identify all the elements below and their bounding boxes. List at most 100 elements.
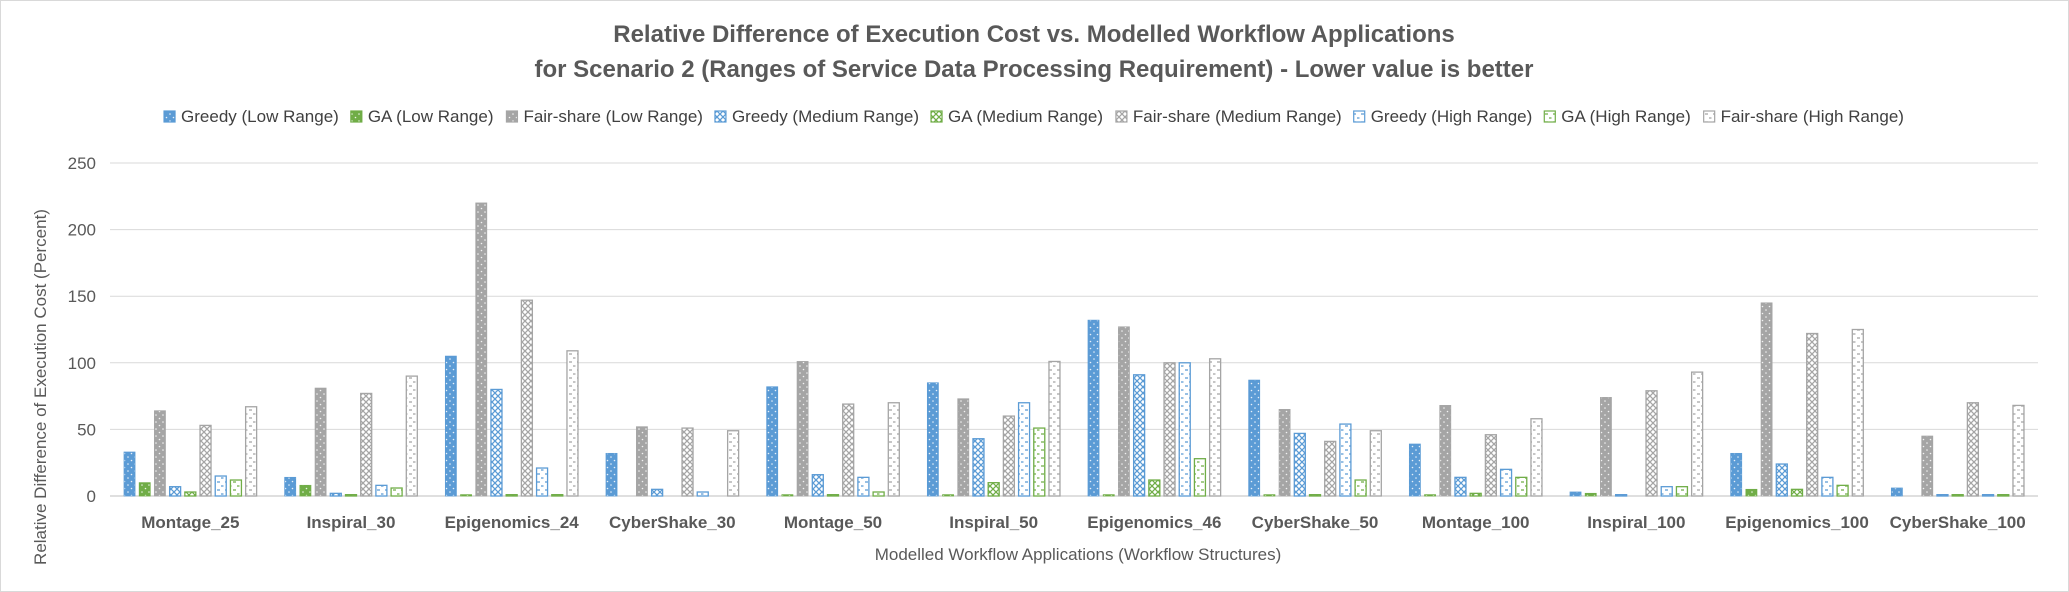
bar — [1102, 494, 1115, 497]
x-tick-label: CyberShake_50 — [1252, 513, 1379, 532]
bar — [329, 492, 342, 497]
bar — [696, 491, 709, 497]
bar — [1469, 492, 1482, 497]
bar — [1790, 488, 1804, 497]
bar — [605, 452, 618, 497]
bar — [1936, 494, 1949, 497]
gridlines — [110, 162, 2038, 497]
bar — [887, 402, 900, 497]
bar — [1369, 430, 1382, 497]
legend-label: Greedy (Low Range) — [181, 107, 339, 126]
y-tick-label: 0 — [87, 487, 96, 506]
y-axis-ticks: 0 50 100 150 200 250 — [68, 154, 96, 506]
bar — [1730, 452, 1743, 497]
y-tick-label: 100 — [68, 354, 96, 373]
bar — [1408, 443, 1421, 497]
legend-label: GA (Medium Range) — [948, 107, 1103, 126]
bar — [1248, 379, 1261, 497]
legend-swatch — [505, 110, 519, 123]
bar — [681, 427, 694, 497]
bar — [796, 361, 809, 497]
bar — [444, 355, 457, 497]
bar — [1324, 440, 1337, 497]
legend-item: GA (Low Range) — [350, 107, 494, 126]
bar — [1836, 484, 1849, 497]
bar — [926, 382, 939, 497]
legend-item: Fair-share (Low Range) — [505, 107, 703, 126]
bar — [1515, 476, 1528, 497]
bar — [1208, 358, 1222, 497]
bar — [1921, 435, 1934, 497]
bar — [360, 392, 373, 497]
bar — [1775, 463, 1788, 497]
legend-item: Fair-share (High Range) — [1703, 107, 1904, 126]
bar — [520, 299, 534, 497]
bar — [2012, 404, 2025, 497]
x-tick-label: CyberShake_100 — [1890, 513, 2026, 532]
bar — [299, 484, 312, 497]
bar — [1660, 486, 1673, 497]
bar — [1951, 494, 1964, 497]
bar — [1614, 494, 1628, 497]
bar — [857, 476, 870, 497]
legend-label: Greedy (Medium Range) — [732, 107, 919, 126]
bar — [1293, 432, 1306, 497]
bar — [726, 430, 740, 497]
bar — [1118, 326, 1130, 497]
y-tick-label: 200 — [68, 221, 96, 240]
legend-swatch — [350, 110, 363, 123]
bar — [957, 398, 970, 497]
legend-label: Fair-share (Low Range) — [523, 107, 703, 126]
bar — [1530, 418, 1543, 497]
bar — [1675, 486, 1689, 497]
bar — [1997, 494, 2010, 497]
bar — [566, 350, 579, 497]
bar — [1745, 488, 1758, 497]
legend-item: Greedy (High Range) — [1353, 107, 1532, 126]
bar — [154, 410, 166, 497]
x-tick-label: Inspiral_30 — [307, 513, 396, 532]
bar — [781, 494, 794, 497]
bar — [1821, 476, 1834, 497]
bar — [1454, 476, 1467, 497]
legend-item: Fair-share (Medium Range) — [1115, 107, 1342, 126]
x-axis-title: Modelled Workflow Applications (Workflow… — [875, 545, 1282, 564]
bar — [244, 406, 258, 497]
bar — [636, 426, 648, 497]
bar — [1424, 494, 1436, 497]
bar — [229, 479, 243, 497]
bar — [1132, 374, 1146, 497]
legend-item: Greedy (Low Range) — [163, 107, 339, 126]
bar — [1308, 494, 1322, 497]
bar — [1263, 494, 1276, 497]
legend: Greedy (Low Range) GA (Low Range) Fair-sha… — [163, 107, 1904, 126]
bar — [826, 494, 840, 497]
bars — [123, 202, 2025, 497]
bar — [1484, 434, 1498, 497]
bar — [405, 375, 418, 497]
bar — [1148, 479, 1161, 497]
legend-swatch — [1353, 110, 1366, 123]
bar — [1890, 487, 1903, 497]
bar — [375, 484, 388, 497]
bar — [184, 491, 197, 497]
x-tick-label: Epigenomics_46 — [1087, 513, 1221, 532]
bar — [972, 438, 985, 497]
bar — [1569, 491, 1582, 497]
bar — [1806, 332, 1819, 497]
legend-swatch — [1543, 110, 1556, 123]
bar — [1966, 402, 1980, 497]
legend-label: Fair-share (High Range) — [1721, 107, 1904, 126]
bar — [987, 482, 1000, 497]
legend-swatch — [930, 110, 943, 123]
bar — [1002, 415, 1016, 497]
bar — [344, 494, 358, 497]
legend-item: GA (High Range) — [1543, 107, 1691, 126]
bar — [1499, 468, 1513, 497]
bar — [1339, 423, 1352, 497]
bar — [872, 491, 885, 497]
legend-label: GA (Low Range) — [368, 107, 494, 126]
bar — [842, 403, 855, 497]
